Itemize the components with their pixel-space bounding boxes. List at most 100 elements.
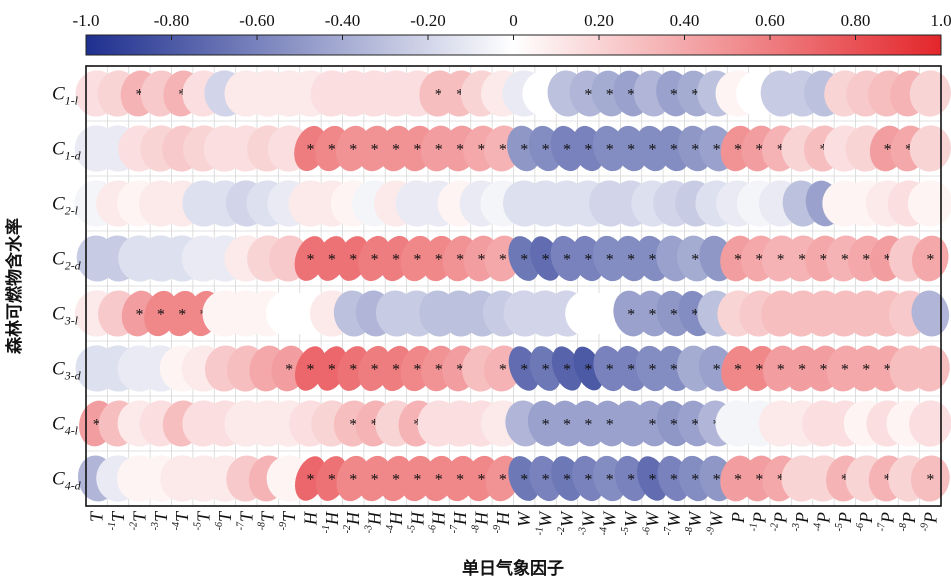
column-label: -1P: [748, 512, 769, 531]
row-label: C1-d: [52, 139, 82, 163]
column-label: -3T: [150, 510, 171, 530]
significance-marker: *: [349, 142, 357, 159]
significance-marker: *: [563, 142, 571, 159]
significance-marker: *: [435, 252, 443, 269]
significance-marker: *: [606, 252, 614, 269]
significance-marker: *: [648, 142, 656, 159]
significance-marker: *: [499, 252, 507, 269]
significance-marker: *: [392, 362, 400, 379]
column-label: -6W: [641, 510, 662, 535]
significance-marker: *: [670, 142, 678, 159]
svg-text:-5H: -5H: [406, 511, 427, 533]
svg-text:-6W: -6W: [641, 510, 662, 535]
svg-text:-4W: -4W: [599, 510, 620, 535]
column-label: -2T: [128, 510, 149, 530]
significance-marker: *: [841, 362, 849, 379]
significance-marker: *: [648, 417, 656, 434]
colorbar-tick-label: 1.0: [930, 11, 951, 30]
x-axis-title: 单日气象因子: [462, 558, 564, 578]
correlation-ellipse: [911, 290, 950, 337]
svg-text:P: P: [728, 512, 748, 524]
significance-marker: *: [648, 307, 656, 324]
significance-marker: *: [413, 252, 421, 269]
significance-marker: *: [477, 252, 485, 269]
significance-marker: *: [755, 142, 763, 159]
significance-marker: *: [306, 142, 314, 159]
column-label: -2P: [770, 512, 791, 531]
column-label: -2H: [342, 511, 363, 533]
significance-marker: *: [371, 417, 379, 434]
significance-marker: *: [777, 252, 785, 269]
significance-marker: *: [542, 472, 550, 489]
significance-marker: *: [777, 142, 785, 159]
significance-marker: *: [734, 472, 742, 489]
significance-marker: *: [670, 417, 678, 434]
significance-marker: *: [584, 417, 592, 434]
significance-marker: *: [563, 472, 571, 489]
significance-marker: *: [306, 472, 314, 489]
y-axis-title: 森林可燃物含水率: [4, 218, 24, 354]
significance-marker: *: [606, 472, 614, 489]
column-label: -9W: [706, 510, 727, 535]
column-label: -3W: [577, 510, 598, 535]
significance-marker: *: [520, 142, 528, 159]
correlation-ellipse: [910, 455, 950, 502]
significance-marker: *: [905, 142, 913, 159]
column-label: -6H: [428, 511, 449, 533]
correlation-ellipse: [912, 235, 949, 282]
significance-marker: *: [627, 142, 635, 159]
colorbar-tick-label: -1.0: [73, 11, 100, 30]
significance-marker: *: [627, 472, 635, 489]
svg-text:-5T: -5T: [193, 510, 214, 530]
significance-marker: *: [328, 472, 336, 489]
colorbar: -1.0 -0.80 -0.60 -0.40 -0.20 0 0.20 0.40 0.60 0.8…: [73, 11, 951, 56]
column-label: -8H: [470, 511, 491, 533]
significance-marker: *: [734, 252, 742, 269]
column-label: -7W: [663, 510, 684, 535]
svg-text:-9T: -9T: [278, 510, 299, 530]
correlation-ellipse: [910, 345, 950, 392]
significance-marker: *: [520, 362, 528, 379]
significance-marker: *: [584, 142, 592, 159]
svg-text:-2H: -2H: [342, 511, 363, 533]
significance-marker: *: [777, 362, 785, 379]
svg-text:-3P: -3P: [791, 512, 812, 531]
significance-marker: *: [456, 362, 464, 379]
svg-text:-3T: -3T: [150, 510, 171, 530]
column-label: -5P: [834, 512, 855, 531]
significance-marker: *: [755, 252, 763, 269]
svg-text:T: T: [87, 510, 107, 522]
column-label: -1H: [321, 511, 342, 533]
significance-marker: *: [670, 362, 678, 379]
significance-marker: *: [648, 472, 656, 489]
significance-marker: *: [306, 252, 314, 269]
significance-marker: *: [435, 87, 443, 104]
significance-marker: *: [627, 252, 635, 269]
column-label: -4W: [599, 510, 620, 535]
significance-marker: *: [819, 142, 827, 159]
significance-marker: *: [285, 362, 293, 379]
svg-text:-7H: -7H: [449, 511, 470, 533]
significance-marker: *: [734, 362, 742, 379]
svg-text:-6T: -6T: [214, 510, 235, 530]
svg-text:-7T: -7T: [235, 510, 256, 530]
significance-marker: *: [670, 307, 678, 324]
significance-marker: *: [755, 472, 763, 489]
significance-marker: *: [584, 252, 592, 269]
significance-marker: *: [456, 87, 464, 104]
svg-text:-5W: -5W: [620, 510, 641, 535]
significance-marker: *: [627, 307, 635, 324]
significance-marker: *: [178, 307, 186, 324]
significance-marker: *: [456, 472, 464, 489]
colorbar-tick-label: -0.20: [410, 11, 445, 30]
svg-text:-5P: -5P: [834, 512, 855, 531]
row-label: C3-l: [52, 304, 79, 328]
significance-marker: *: [627, 362, 635, 379]
significance-marker: *: [713, 472, 721, 489]
column-label: -4P: [812, 512, 833, 531]
significance-marker: *: [542, 142, 550, 159]
significance-marker: *: [328, 142, 336, 159]
significance-marker: *: [584, 362, 592, 379]
significance-marker: *: [456, 252, 464, 269]
significance-marker: *: [606, 87, 614, 104]
